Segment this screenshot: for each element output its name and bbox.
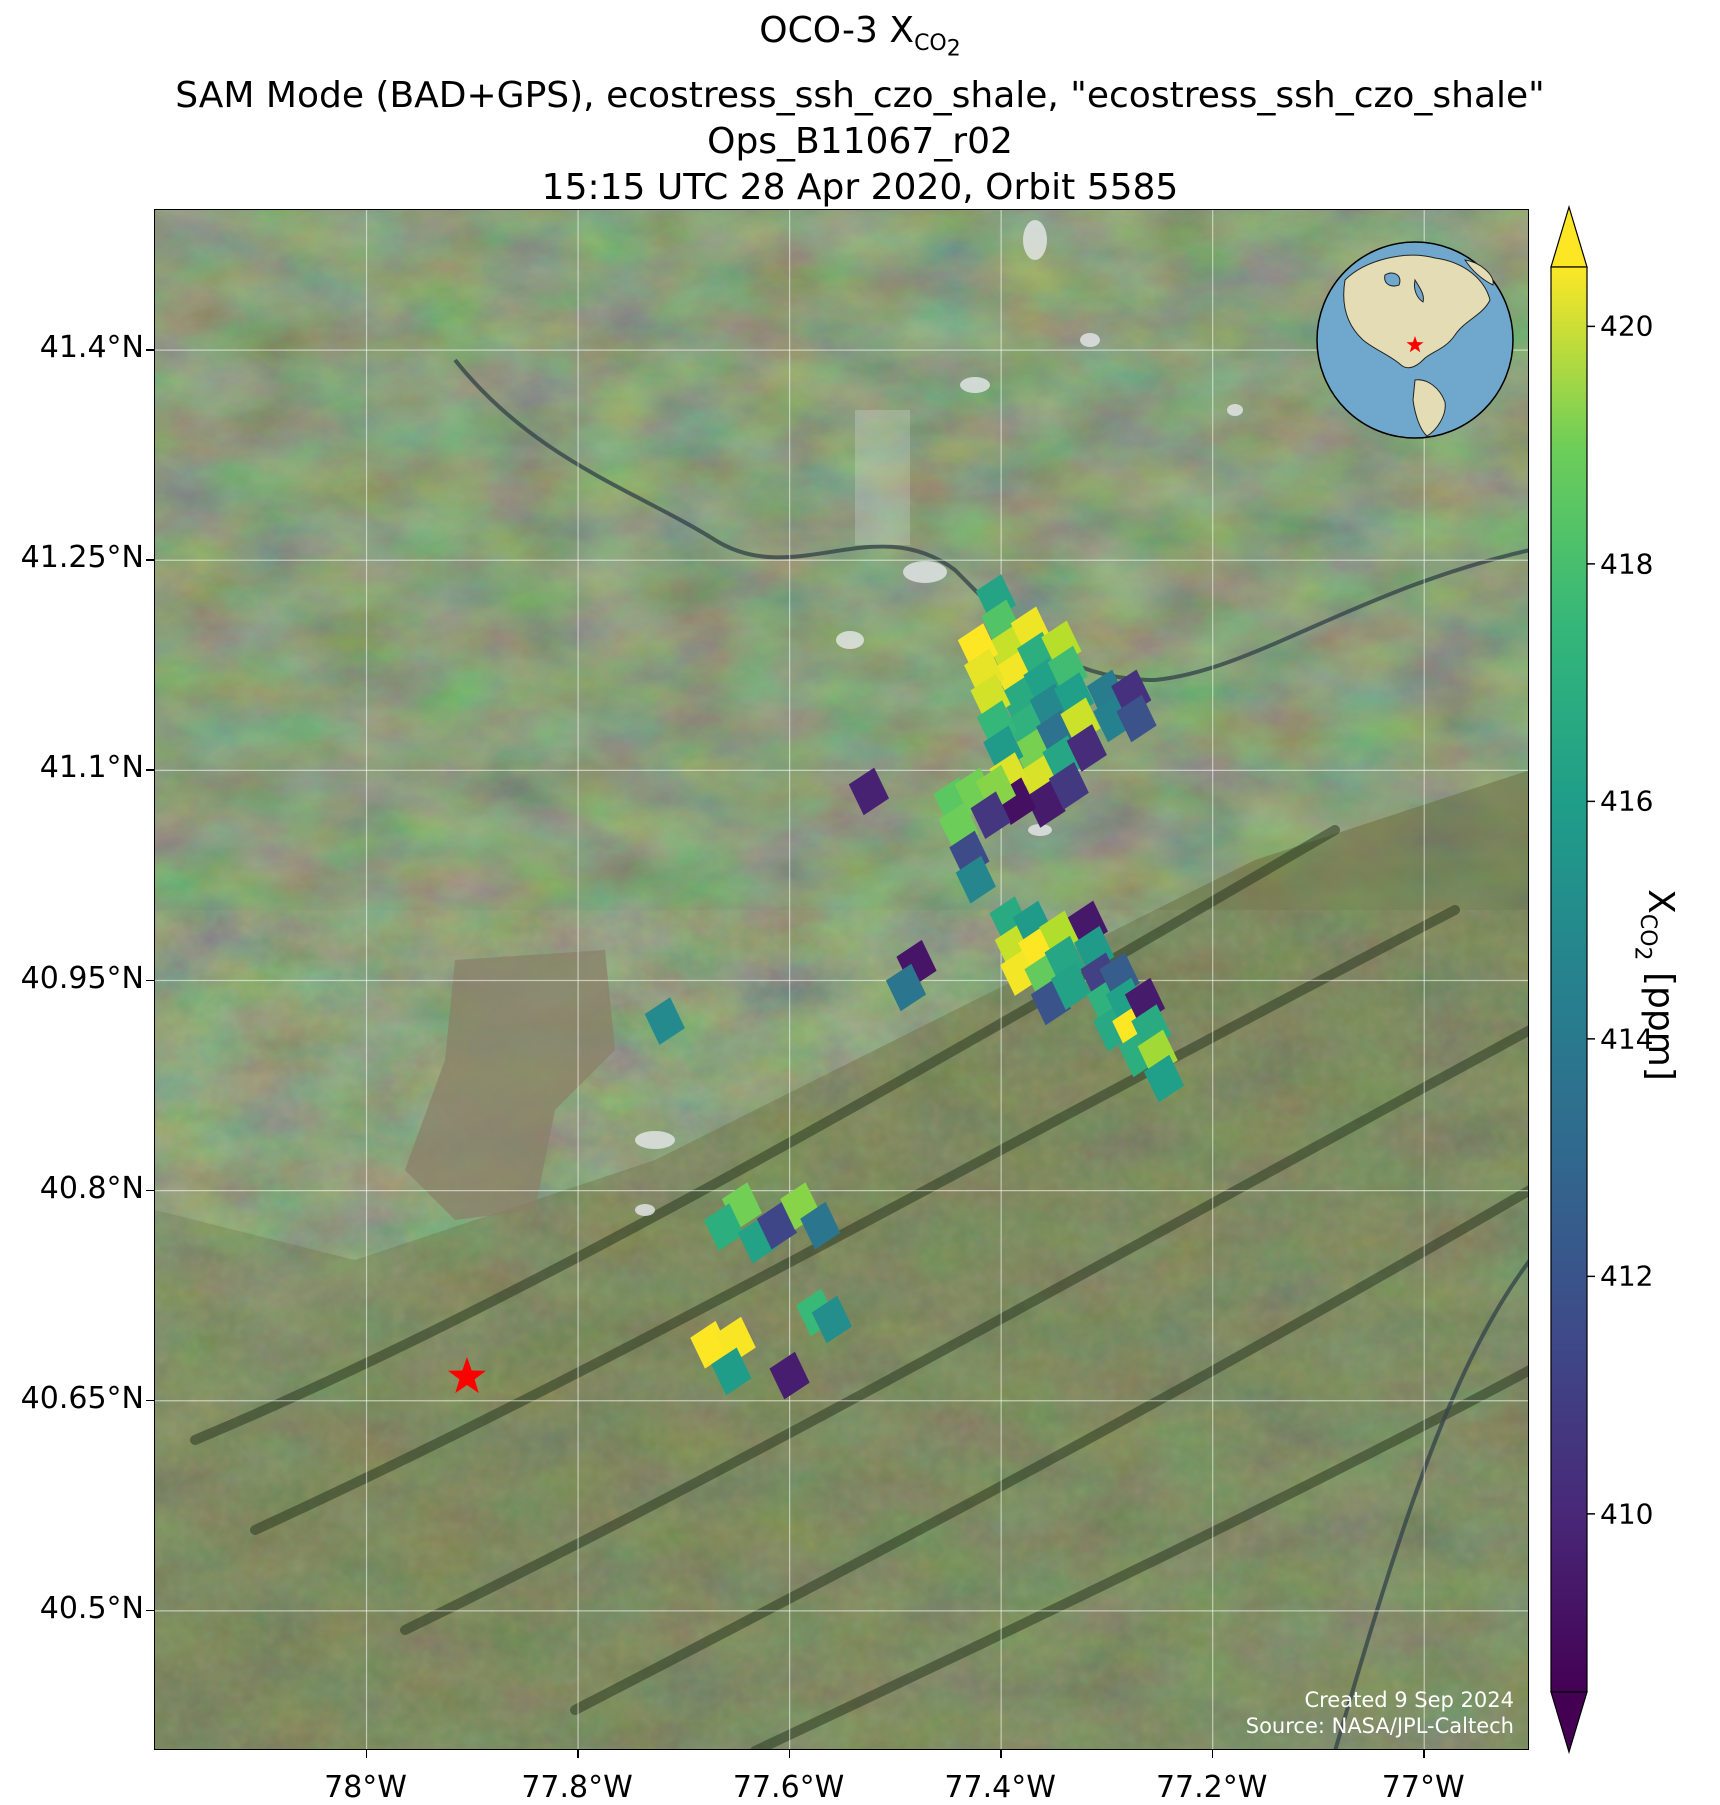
lat-tick-label: 40.65°N: [20, 1380, 144, 1416]
lat-tick-mark: [146, 349, 154, 351]
lon-tick-label: 78°W: [324, 1770, 407, 1805]
lat-tick-mark: [146, 979, 154, 981]
colorbar-tick-label: 410: [1600, 1497, 1654, 1531]
target-marker: [448, 1357, 486, 1394]
colorbar-tick-label: 412: [1600, 1259, 1654, 1293]
figure-title: OCO-3 XCO2 SAM Mode (BAD+GPS), ecostress…: [0, 8, 1720, 211]
lat-tick-mark: [146, 559, 154, 561]
sounding-footprint: [1048, 762, 1089, 810]
colorbar-body: [1550, 266, 1588, 1693]
sounding-footprint: [703, 1203, 745, 1251]
colorbar-tick-label: 418: [1600, 547, 1654, 581]
clouds: [635, 220, 1243, 1216]
title-line-3: Ops_B11067_r02: [707, 120, 1013, 162]
title-line-2: SAM Mode (BAD+GPS), ecostress_ssh_czo_sh…: [175, 74, 1545, 116]
xco2-soundings: [644, 574, 1185, 1400]
colorbar: [1550, 205, 1595, 1755]
gridlines: [155, 210, 1528, 1749]
sounding-footprint: [1143, 1054, 1185, 1103]
lon-tick-mark: [365, 1750, 368, 1758]
lat-tick-mark: [146, 769, 154, 771]
source-credit: Source: NASA/JPL-Caltech: [1245, 1714, 1514, 1738]
sounding-footprint: [711, 1347, 752, 1396]
title-line-1: OCO-3 XCO2: [759, 10, 961, 62]
lat-tick-mark: [146, 1399, 154, 1402]
lat-tick-label: 41.4°N: [39, 330, 144, 366]
lat-tick-label: 40.95°N: [20, 960, 144, 996]
colorbar-label: XCO2 [ppm]: [1629, 889, 1681, 1081]
lon-tick-label: 77.2°W: [1155, 1770, 1268, 1805]
title-line-4: 15:15 UTC 28 Apr 2020, Orbit 5585: [541, 166, 1179, 208]
lon-tick-mark: [1423, 1750, 1425, 1758]
colorbar-extend-min: [1550, 1691, 1588, 1755]
sounding-footprint: [756, 1201, 797, 1250]
sounding-footprint: [800, 1201, 841, 1250]
sounding-footprint: [970, 791, 1011, 839]
target-star-icon: [448, 1357, 486, 1394]
credits: Created 9 Sep 2024 Source: NASA/JPL-Calt…: [1246, 1687, 1514, 1739]
created-date: Created 9 Sep 2024: [1304, 1688, 1514, 1712]
sounding-footprint: [1050, 962, 1092, 1010]
rivers: [453, 358, 1528, 1749]
lat-tick-mark: [146, 1189, 154, 1192]
lat-tick-label: 41.1°N: [39, 750, 144, 786]
map-canvas: [155, 210, 1528, 1749]
locator-globe: [1316, 241, 1514, 439]
colorbar-ticks: [1587, 325, 1595, 1515]
colorbar-tick-label: 416: [1600, 784, 1654, 818]
sounding-footprint: [885, 963, 927, 1012]
sounding-footprint: [715, 1316, 756, 1365]
urban-area: [405, 950, 615, 1220]
colorbar-tick-label: 414: [1600, 1022, 1654, 1056]
globe-star-icon: [1406, 336, 1424, 353]
lon-tick-mark: [577, 1750, 579, 1758]
globe-land: [1343, 254, 1494, 437]
lon-tick-label: 77.8°W: [521, 1770, 633, 1805]
lon-tick-mark: [1000, 1750, 1002, 1758]
lon-tick-label: 77.4°W: [944, 1770, 1056, 1805]
lat-tick-label: 41.25°N: [20, 540, 144, 576]
lat-tick-mark: [146, 1609, 154, 1612]
colorbar-extend-max: [1550, 205, 1588, 268]
sounding-footprint: [644, 997, 685, 1045]
sounding-footprint: [811, 1295, 852, 1344]
sounding-footprint: [848, 767, 889, 816]
lon-tick-mark: [788, 1750, 791, 1758]
sounding-footprint: [1066, 724, 1107, 772]
sounding-footprint: [769, 1351, 810, 1400]
lat-tick-label: 40.8°N: [39, 1170, 144, 1206]
sounding-footprint: [1116, 694, 1157, 743]
globe-star-icon-shape: [1406, 336, 1424, 353]
lon-tick-label: 77.6°W: [732, 1770, 845, 1805]
lat-tick-label: 40.5°N: [39, 1590, 144, 1626]
ridges: [190, 825, 1528, 1749]
map-panel[interactable]: Created 9 Sep 2024 Source: NASA/JPL-Calt…: [154, 209, 1529, 1750]
lon-tick-mark: [1211, 1750, 1214, 1758]
colorbar-tick-label: 420: [1600, 309, 1654, 343]
lon-tick-label: 77°W: [1381, 1770, 1465, 1805]
sounding-footprint: [955, 855, 996, 904]
